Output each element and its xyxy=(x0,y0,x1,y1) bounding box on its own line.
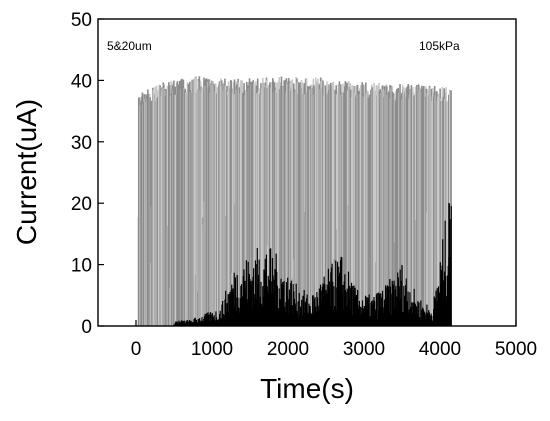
x-tick-label: 5000 xyxy=(495,339,537,360)
x-axis-label: Time(s) xyxy=(260,373,354,404)
y-tick-label: 50 xyxy=(71,10,92,31)
y-tick-label: 40 xyxy=(71,71,92,92)
y-axis-label: Current(uA) xyxy=(11,99,42,245)
y-tick-label: 20 xyxy=(71,194,92,215)
x-tick-label: 4000 xyxy=(419,339,461,360)
y-tick-label: 10 xyxy=(71,256,92,277)
y-axis: 0 10 20 30 40 50 xyxy=(71,10,104,338)
x-tick-label: 2000 xyxy=(267,339,309,360)
y-tick-label: 30 xyxy=(71,133,92,154)
annotation-pressure: 105kPa xyxy=(419,39,460,53)
x-tick-label: 3000 xyxy=(343,339,385,360)
black-series xyxy=(173,203,452,326)
x-tick-label: 1000 xyxy=(191,339,233,360)
plot-frame xyxy=(97,18,517,327)
x-tick-label: 0 xyxy=(131,339,142,360)
x-axis: 0 1000 2000 3000 4000 5000 xyxy=(131,320,537,360)
annotation-sample: 5&20um xyxy=(107,39,152,53)
y-tick-label: 0 xyxy=(81,317,92,338)
